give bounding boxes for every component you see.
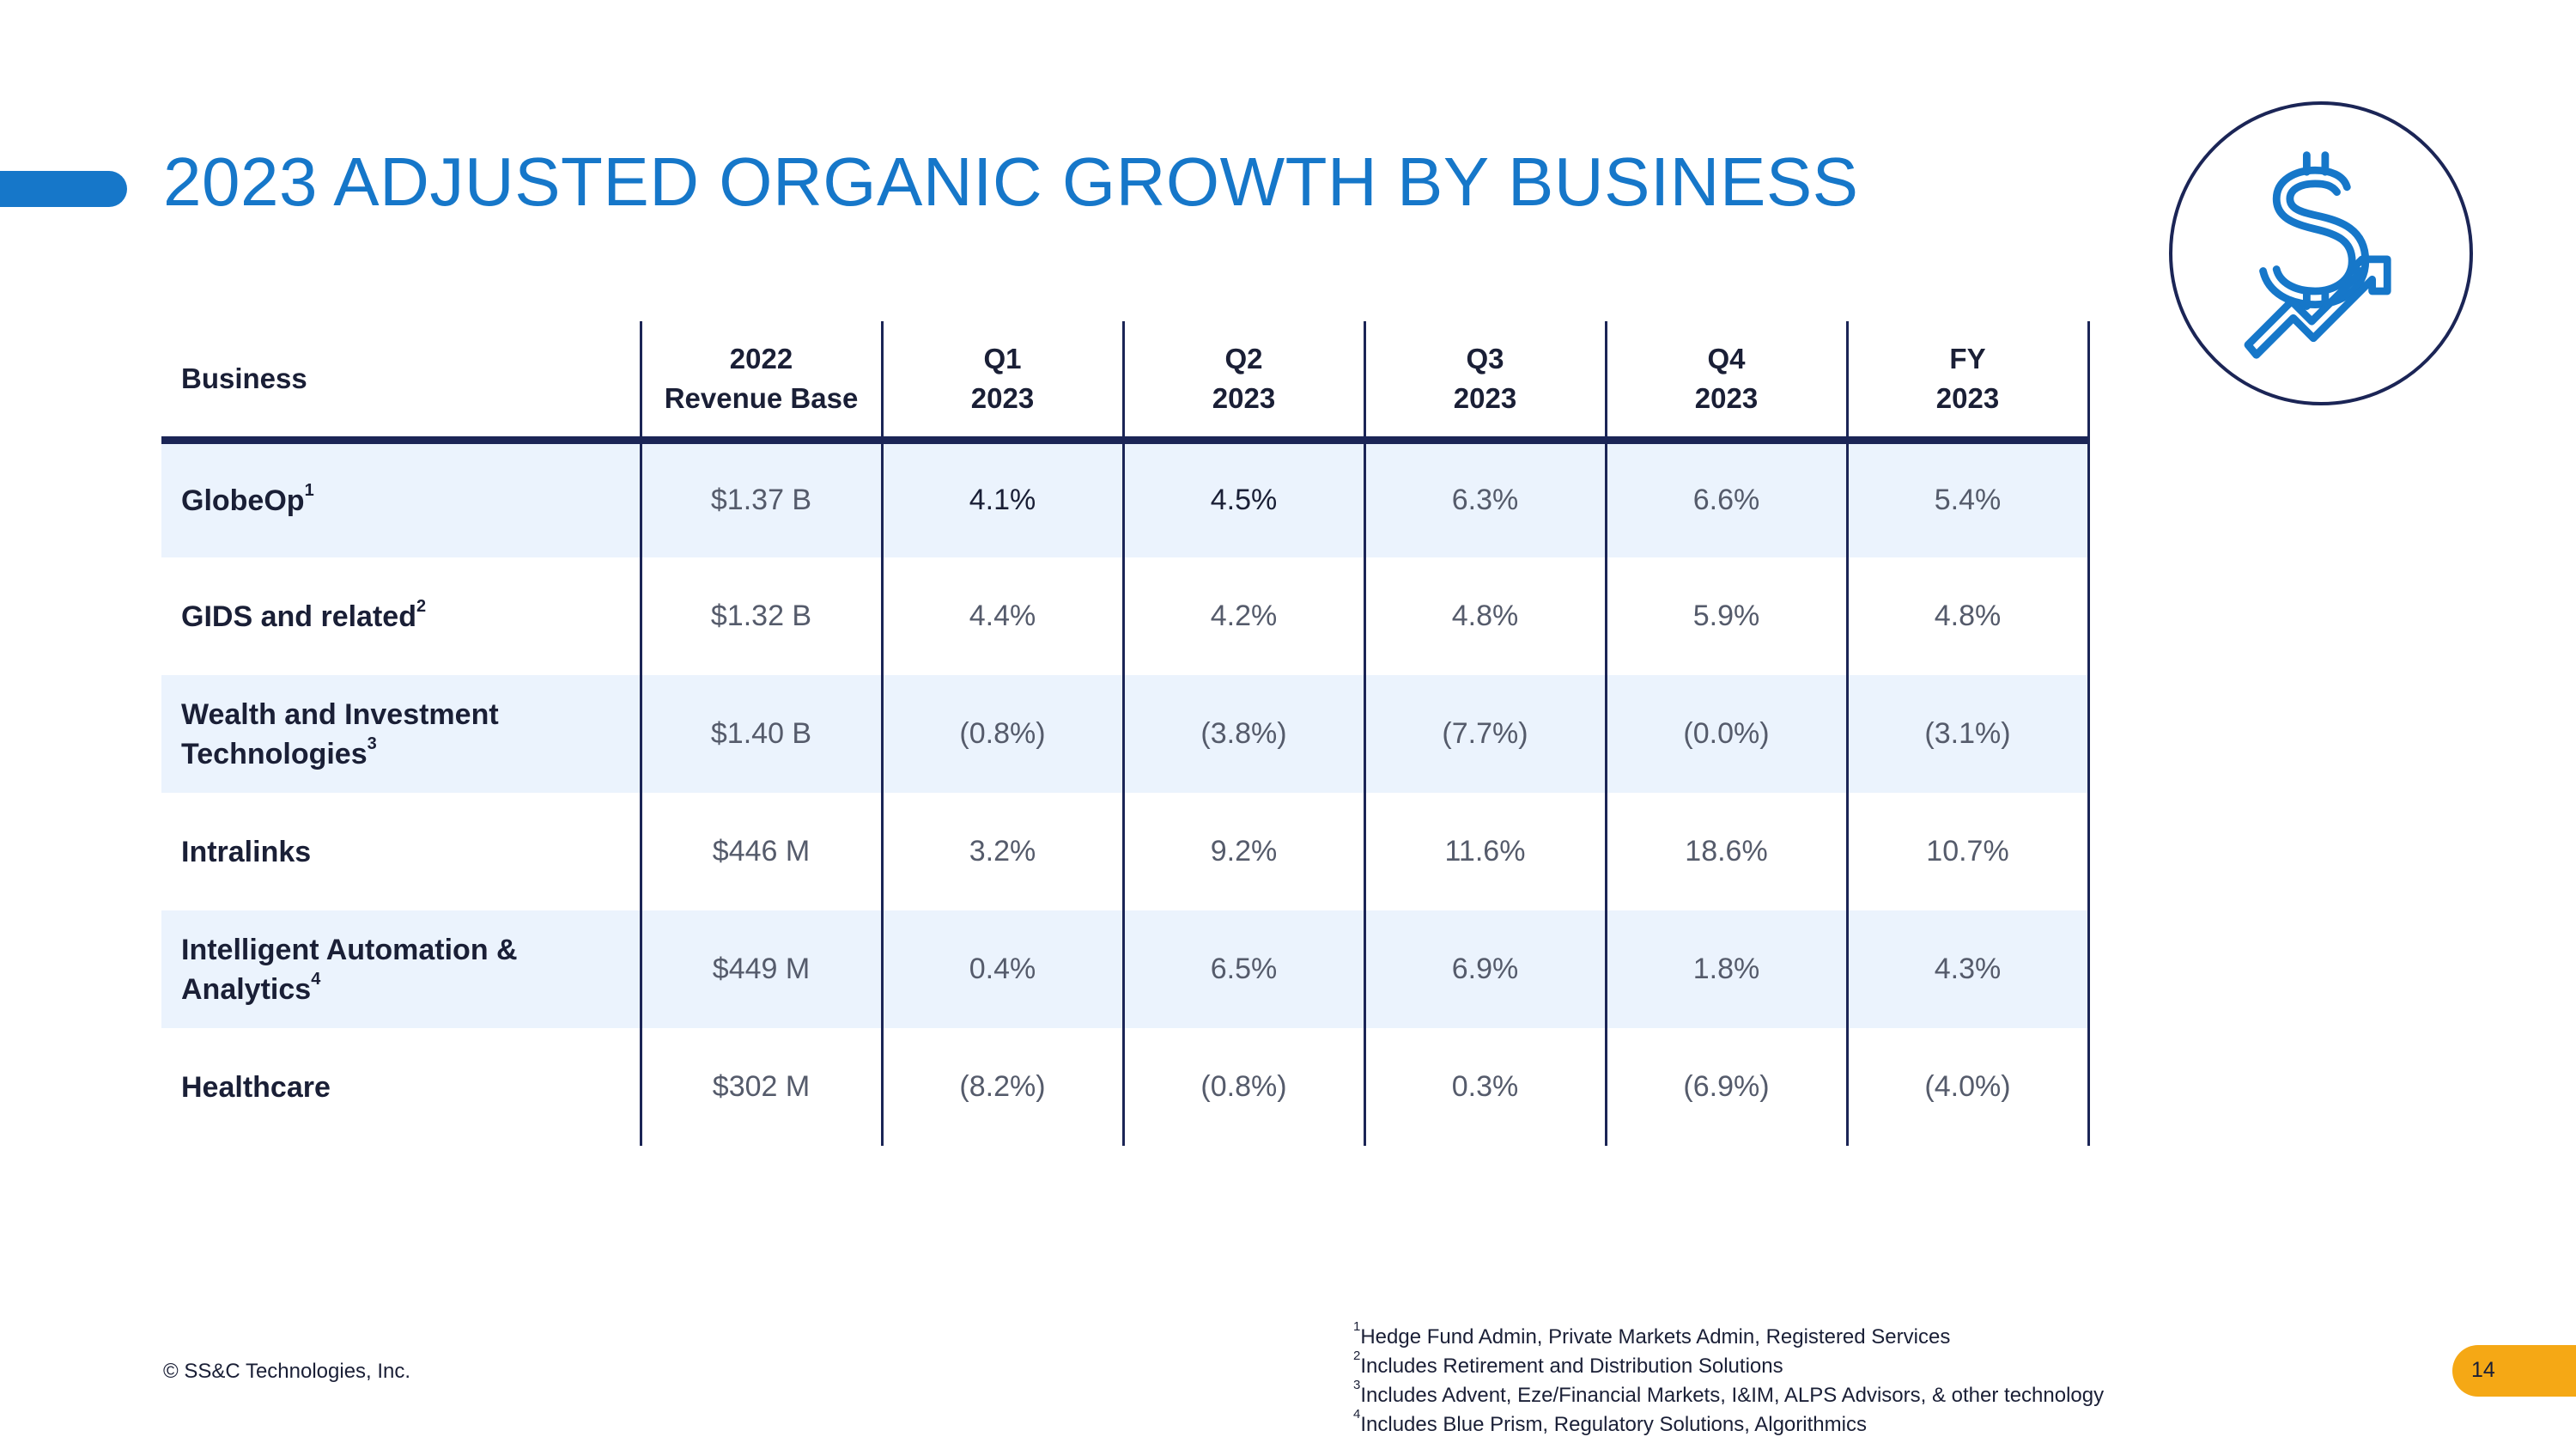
q1-cell: (0.8%): [880, 675, 1123, 793]
q4-cell: 6.6%: [1604, 440, 1847, 557]
growth-table: Business 2022 Revenue Base Q1 2023 Q2 2023 …: [161, 321, 2090, 1146]
table-row: Healthcare $302 M (8.2%) (0.8%) 0.3% (6.…: [161, 1028, 2090, 1146]
table-row: Wealth and Investment Technologies3 $1.4…: [161, 675, 2090, 793]
q1-cell: 4.4%: [880, 557, 1123, 675]
row-label: GIDS and related2: [181, 597, 427, 633]
q2-cell: 4.2%: [1121, 557, 1364, 675]
copyright-notice: © SS&C Technologies, Inc.: [163, 1360, 411, 1383]
header-q2: Q2 2023: [1121, 321, 1364, 444]
revenue-base-cell: $1.32 B: [639, 557, 882, 675]
table-row: GlobeOp1 $1.37 B 4.1% 4.5% 6.3% 6.6% 5.4…: [161, 440, 2090, 557]
q1-cell: 0.4%: [880, 910, 1123, 1028]
q3-cell: 11.6%: [1363, 793, 1606, 910]
q4-cell: 18.6%: [1604, 793, 1847, 910]
q3-cell: 0.3%: [1363, 1028, 1606, 1146]
header-business: Business: [161, 321, 641, 444]
fy-cell: (3.1%): [1845, 675, 2090, 793]
header-revenue-base: 2022 Revenue Base: [639, 321, 882, 444]
slide-title: 2023 ADJUSTED ORGANIC GROWTH BY BUSINESS: [163, 143, 1859, 220]
revenue-base-cell: $449 M: [639, 910, 882, 1028]
q4-cell: 1.8%: [1604, 910, 1847, 1028]
header-fy: FY 2023: [1845, 321, 2090, 444]
footnotes: 1Hedge Fund Admin, Private Markets Admin…: [1353, 1319, 2105, 1440]
header-q3: Q3 2023: [1363, 321, 1606, 444]
q3-cell: 6.3%: [1363, 440, 1606, 557]
revenue-base-cell: $1.37 B: [639, 440, 882, 557]
q2-cell: 4.5%: [1121, 440, 1364, 557]
revenue-base-cell: $1.40 B: [639, 675, 882, 793]
q1-cell: (8.2%): [880, 1028, 1123, 1146]
dollar-growth-arrow-icon: [2169, 101, 2473, 405]
q1-cell: 3.2%: [880, 793, 1123, 910]
page-number-badge: [2452, 1345, 2576, 1397]
page-number: 14: [2471, 1358, 2495, 1382]
revenue-base-cell: $446 M: [639, 793, 882, 910]
table-row: Intelligent Automation & Analytics4 $449…: [161, 910, 2090, 1028]
q1-cell: 4.1%: [880, 440, 1123, 557]
q3-cell: 6.9%: [1363, 910, 1606, 1028]
revenue-base-cell: $302 M: [639, 1028, 882, 1146]
footnote-item: 3Includes Advent, Eze/Financial Markets,…: [1353, 1378, 2105, 1407]
table-row: GIDS and related2 $1.32 B 4.4% 4.2% 4.8%…: [161, 557, 2090, 675]
row-label: Intralinks: [181, 835, 312, 868]
fy-cell: 4.3%: [1845, 910, 2090, 1028]
row-label: Intelligent Automation & Analytics4: [161, 910, 641, 1028]
q3-cell: 4.8%: [1363, 557, 1606, 675]
q4-cell: (6.9%): [1604, 1028, 1847, 1146]
row-label: Wealth and Investment Technologies3: [161, 675, 641, 793]
q2-cell: 9.2%: [1121, 793, 1364, 910]
header-q4: Q4 2023: [1604, 321, 1847, 444]
table-row: Intralinks $446 M 3.2% 9.2% 11.6% 18.6% …: [161, 793, 2090, 910]
fy-cell: (4.0%): [1845, 1028, 2090, 1146]
accent-bar: [0, 171, 127, 207]
q3-cell: (7.7%): [1363, 675, 1606, 793]
header-q1: Q1 2023: [880, 321, 1123, 444]
q2-cell: 6.5%: [1121, 910, 1364, 1028]
q4-cell: (0.0%): [1604, 675, 1847, 793]
footnote-item: 4Includes Blue Prism, Regulatory Solutio…: [1353, 1407, 1867, 1436]
row-label: GlobeOp1: [161, 440, 641, 557]
footnote-item: 2Includes Retirement and Distribution So…: [1353, 1349, 1783, 1378]
row-label: Healthcare: [181, 1070, 331, 1104]
footnote-item: 1Hedge Fund Admin, Private Markets Admin…: [1353, 1319, 1951, 1349]
table-header-row: Business 2022 Revenue Base Q1 2023 Q2 2023 …: [161, 321, 2090, 444]
q2-cell: (3.8%): [1121, 675, 1364, 793]
fy-cell: 4.8%: [1845, 557, 2090, 675]
fy-cell: 10.7%: [1845, 793, 2090, 910]
fy-cell: 5.4%: [1845, 440, 2090, 557]
q2-cell: (0.8%): [1121, 1028, 1364, 1146]
q4-cell: 5.9%: [1604, 557, 1847, 675]
